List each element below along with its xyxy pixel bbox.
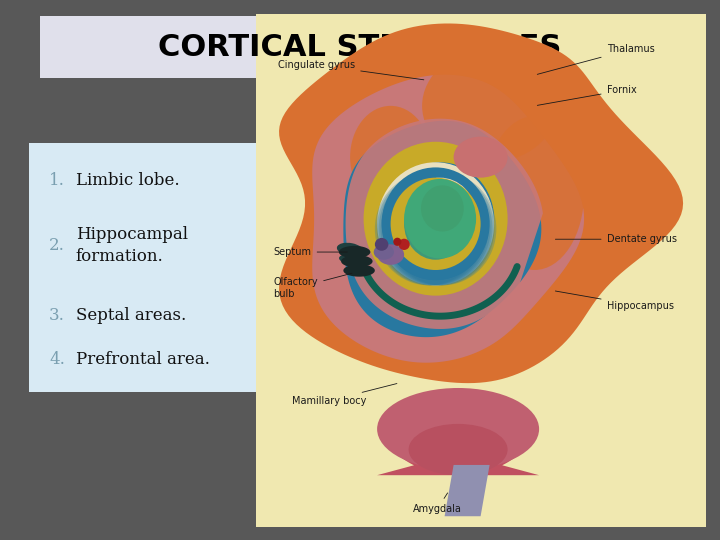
FancyBboxPatch shape: [29, 143, 256, 392]
Polygon shape: [343, 265, 375, 276]
Text: Hippocampal
formation.: Hippocampal formation.: [76, 226, 188, 265]
Ellipse shape: [364, 141, 508, 295]
Ellipse shape: [377, 388, 539, 470]
FancyBboxPatch shape: [256, 14, 706, 526]
Ellipse shape: [409, 424, 508, 475]
Polygon shape: [377, 433, 539, 475]
Ellipse shape: [405, 178, 475, 249]
Text: Prefrontal area.: Prefrontal area.: [76, 350, 210, 368]
Ellipse shape: [350, 106, 431, 208]
Text: CORTICAL STRUCTURES: CORTICAL STRUCTURES: [158, 33, 562, 62]
FancyBboxPatch shape: [40, 16, 680, 78]
Ellipse shape: [379, 172, 487, 286]
Text: Thalamus: Thalamus: [537, 44, 654, 75]
Text: 2.: 2.: [49, 237, 65, 254]
Polygon shape: [444, 465, 490, 516]
Text: 4.: 4.: [49, 350, 65, 368]
Text: Septal areas.: Septal areas.: [76, 307, 186, 325]
Ellipse shape: [375, 238, 388, 251]
Text: Septum: Septum: [274, 247, 347, 257]
Ellipse shape: [346, 265, 372, 275]
Polygon shape: [279, 24, 683, 383]
Text: Amygdala: Amygdala: [413, 493, 462, 514]
Polygon shape: [339, 246, 370, 258]
Ellipse shape: [454, 137, 508, 178]
Text: 1.: 1.: [49, 172, 65, 190]
Ellipse shape: [421, 185, 464, 232]
Text: Mamillary bocy: Mamillary bocy: [292, 383, 397, 406]
Ellipse shape: [397, 170, 483, 257]
Polygon shape: [312, 75, 584, 363]
Ellipse shape: [377, 172, 485, 286]
Ellipse shape: [393, 238, 402, 246]
Text: Dentate gyrus: Dentate gyrus: [555, 234, 677, 244]
Text: Cingulate gyrus: Cingulate gyrus: [278, 60, 424, 80]
Ellipse shape: [422, 50, 557, 163]
Text: Olfactory
bulb: Olfactory bulb: [274, 273, 352, 299]
Text: Fornix: Fornix: [537, 85, 636, 105]
Ellipse shape: [387, 172, 495, 286]
Ellipse shape: [381, 172, 489, 286]
Text: Hippocampus: Hippocampus: [555, 291, 674, 311]
Ellipse shape: [375, 172, 483, 286]
Text: Limbic lobe.: Limbic lobe.: [76, 172, 179, 190]
Ellipse shape: [346, 180, 390, 308]
Ellipse shape: [382, 167, 490, 280]
Polygon shape: [343, 121, 541, 337]
Ellipse shape: [382, 172, 490, 286]
Ellipse shape: [398, 239, 410, 250]
Ellipse shape: [377, 162, 494, 285]
Ellipse shape: [404, 188, 467, 260]
Text: 3.: 3.: [49, 307, 65, 325]
Ellipse shape: [390, 178, 481, 270]
Ellipse shape: [388, 172, 496, 286]
Ellipse shape: [408, 180, 473, 247]
Ellipse shape: [485, 116, 584, 270]
Ellipse shape: [386, 162, 494, 275]
Ellipse shape: [377, 244, 404, 265]
Polygon shape: [341, 255, 373, 267]
Ellipse shape: [337, 243, 364, 256]
Ellipse shape: [404, 179, 476, 259]
Ellipse shape: [374, 244, 394, 260]
Ellipse shape: [413, 180, 467, 237]
Ellipse shape: [384, 172, 492, 286]
Ellipse shape: [339, 254, 370, 266]
Polygon shape: [346, 119, 543, 329]
